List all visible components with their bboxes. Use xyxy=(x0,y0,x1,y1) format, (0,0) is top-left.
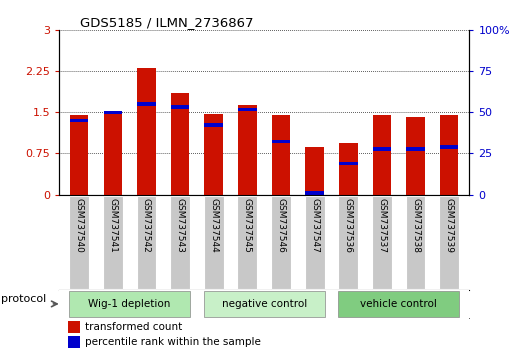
Bar xyxy=(272,139,290,143)
Text: protocol: protocol xyxy=(1,294,46,304)
Bar xyxy=(339,161,358,165)
Text: GSM737538: GSM737538 xyxy=(411,198,420,253)
FancyBboxPatch shape xyxy=(406,195,425,289)
Bar xyxy=(104,110,122,114)
Text: GSM737542: GSM737542 xyxy=(142,198,151,253)
Bar xyxy=(70,119,88,122)
Bar xyxy=(171,105,189,109)
Text: GSM737544: GSM737544 xyxy=(209,198,218,253)
FancyBboxPatch shape xyxy=(136,195,156,289)
Bar xyxy=(171,93,189,195)
Text: GSM737539: GSM737539 xyxy=(445,198,453,253)
Text: GSM737547: GSM737547 xyxy=(310,198,319,253)
Text: transformed count: transformed count xyxy=(85,322,182,332)
Bar xyxy=(406,147,425,151)
Bar xyxy=(305,191,324,195)
FancyBboxPatch shape xyxy=(69,291,190,317)
FancyBboxPatch shape xyxy=(271,195,291,289)
FancyBboxPatch shape xyxy=(305,195,325,289)
FancyBboxPatch shape xyxy=(372,195,392,289)
Bar xyxy=(104,112,122,195)
FancyBboxPatch shape xyxy=(204,195,224,289)
Bar xyxy=(406,117,425,195)
Bar xyxy=(440,115,459,195)
Bar xyxy=(305,147,324,195)
Text: GSM737545: GSM737545 xyxy=(243,198,252,253)
Text: GSM737543: GSM737543 xyxy=(175,198,185,253)
Text: percentile rank within the sample: percentile rank within the sample xyxy=(85,337,261,347)
Text: vehicle control: vehicle control xyxy=(360,299,437,309)
Bar xyxy=(205,114,223,195)
FancyBboxPatch shape xyxy=(170,195,190,289)
FancyBboxPatch shape xyxy=(238,195,258,289)
Bar xyxy=(372,147,391,151)
Bar xyxy=(238,108,256,112)
Bar xyxy=(137,68,156,195)
FancyBboxPatch shape xyxy=(439,195,459,289)
Text: GDS5185 / ILMN_2736867: GDS5185 / ILMN_2736867 xyxy=(80,16,253,29)
Bar xyxy=(70,115,88,195)
Text: GSM737546: GSM737546 xyxy=(277,198,286,253)
Text: GSM737540: GSM737540 xyxy=(75,198,84,253)
Bar xyxy=(137,102,156,106)
FancyBboxPatch shape xyxy=(339,291,459,317)
FancyBboxPatch shape xyxy=(103,195,123,289)
Bar xyxy=(372,115,391,195)
FancyBboxPatch shape xyxy=(204,291,325,317)
FancyBboxPatch shape xyxy=(339,195,358,289)
Text: negative control: negative control xyxy=(222,299,307,309)
Text: GSM737541: GSM737541 xyxy=(108,198,117,253)
Text: GSM737536: GSM737536 xyxy=(344,198,353,253)
Bar xyxy=(238,105,256,195)
Bar xyxy=(339,143,358,195)
Bar xyxy=(440,145,459,149)
Text: GSM737537: GSM737537 xyxy=(378,198,386,253)
FancyBboxPatch shape xyxy=(69,195,89,289)
Bar xyxy=(205,123,223,127)
Bar xyxy=(68,321,80,333)
Bar xyxy=(68,336,80,348)
Text: Wig-1 depletion: Wig-1 depletion xyxy=(88,299,171,309)
Bar xyxy=(272,115,290,195)
